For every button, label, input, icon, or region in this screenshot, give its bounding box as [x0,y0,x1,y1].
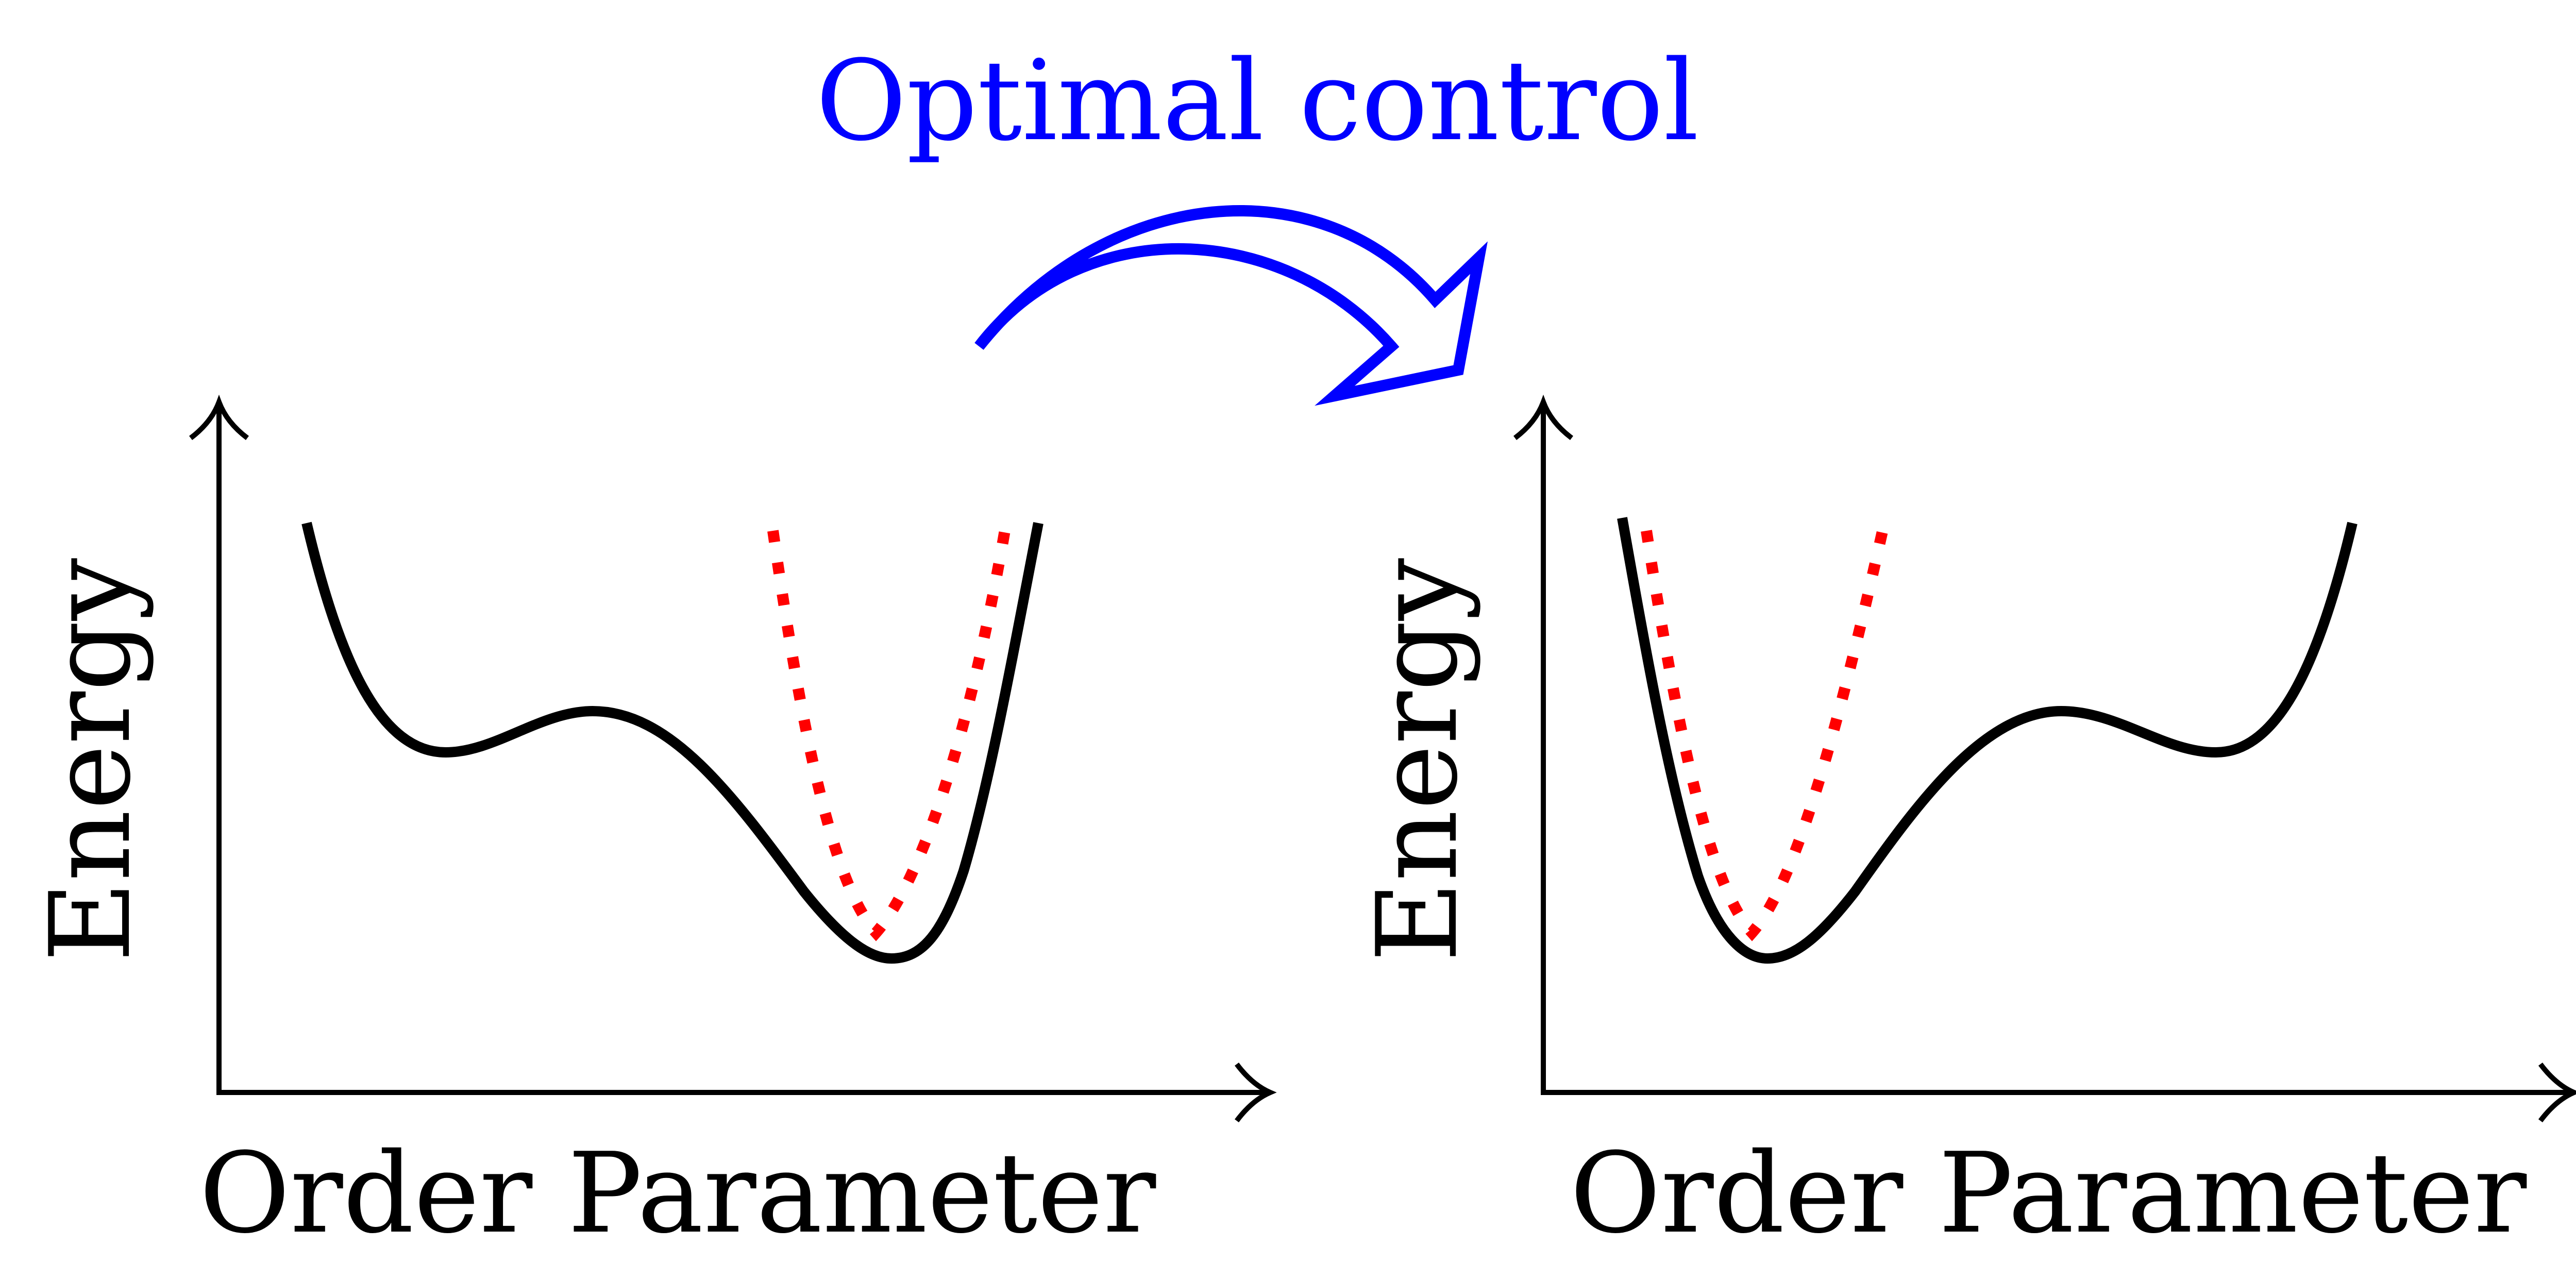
left-trap-curve [767,514,1013,941]
right-x-axis-label: Order Parameter [1570,1129,2527,1258]
right-x-axis-arrowhead [2538,1062,2576,1123]
right-y-axis-label: Energy [1353,558,1482,963]
left-x-axis-arrowhead [1235,1062,1277,1123]
left-y-axis-label: Energy [26,558,155,963]
left-panel: Order Parameter Energy [26,394,1277,1258]
right-panel: Order Parameter Energy [1353,394,2576,1258]
left-potential-curve [301,521,1043,964]
left-x-axis-label: Order Parameter [199,1129,1156,1258]
right-y-axis-arrowhead [1513,394,1574,440]
right-potential-curve [1617,517,2358,964]
optimal-control-arrow [974,205,1488,406]
right-trap-curve [1641,514,1892,941]
left-y-axis-arrowhead [189,394,249,440]
diagram-title: Optimal control [816,36,1699,165]
